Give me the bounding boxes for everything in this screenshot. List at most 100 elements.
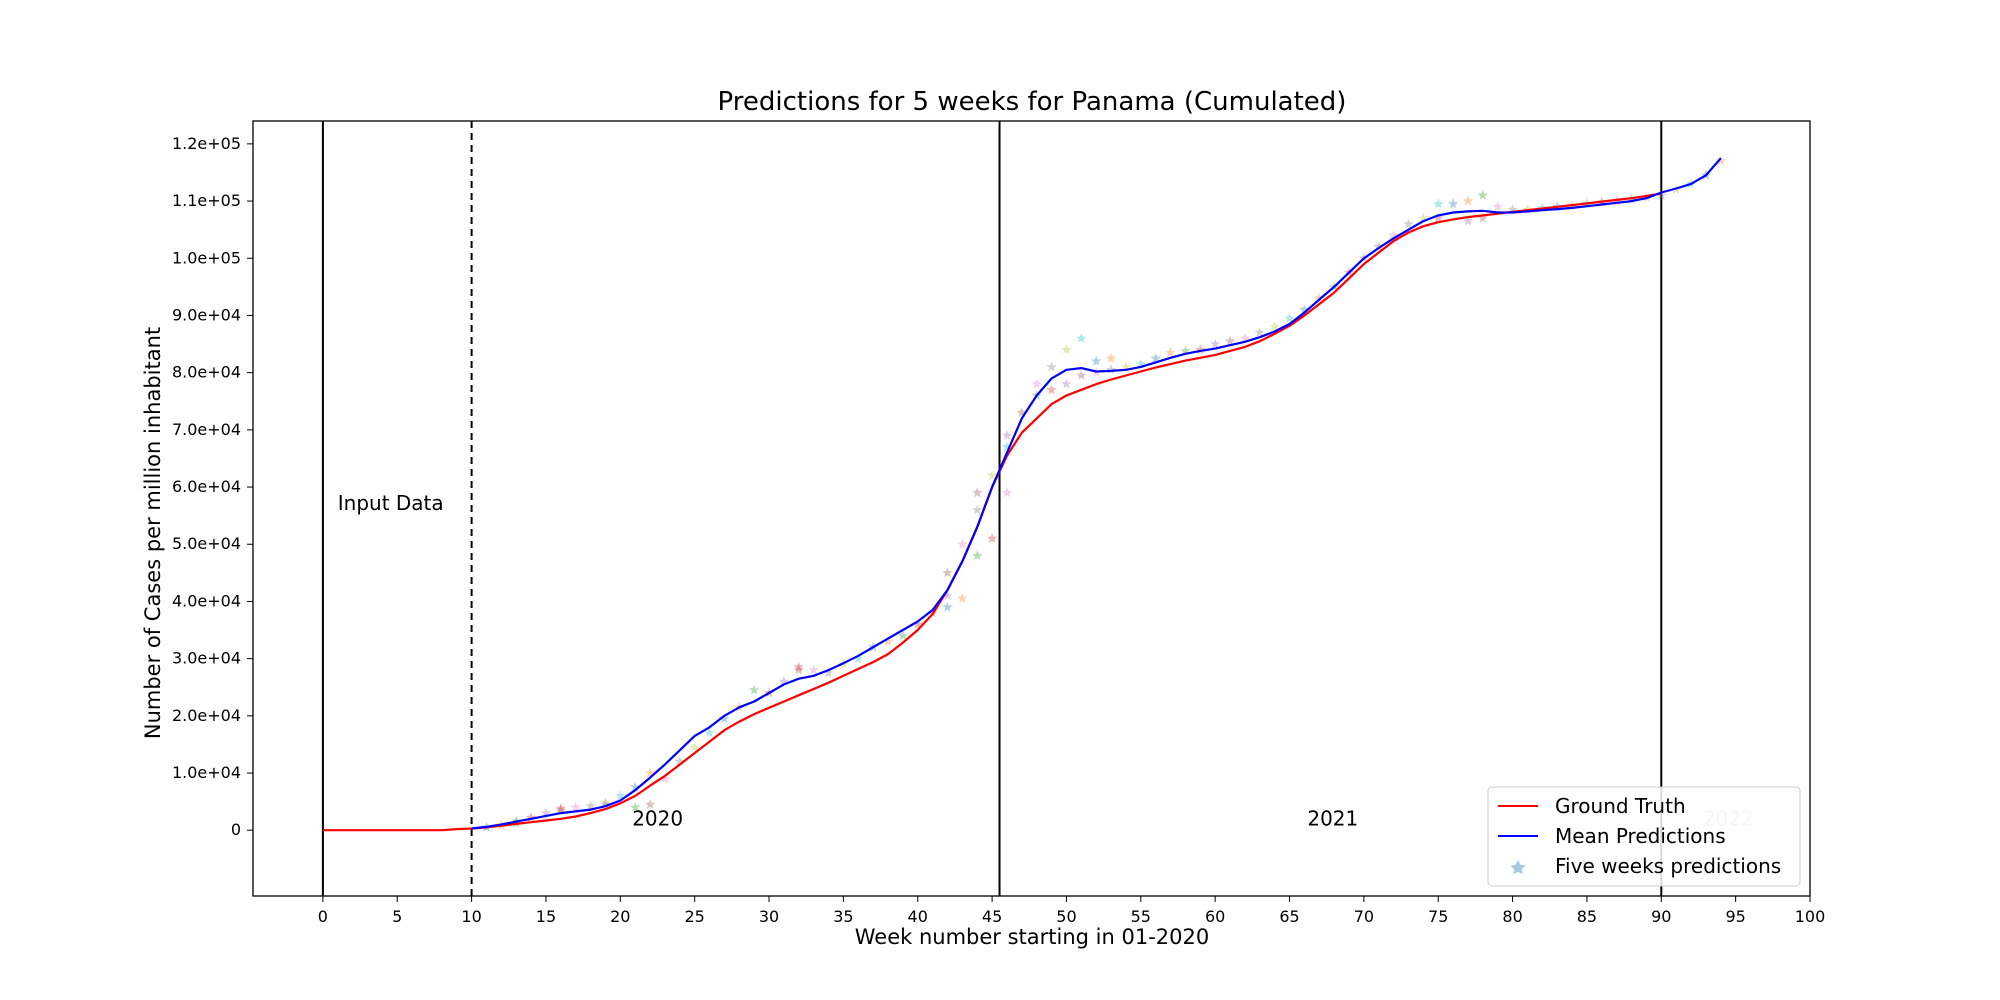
prediction-star (525, 812, 537, 823)
prediction-star (1314, 292, 1325, 303)
prediction-star (1254, 327, 1265, 338)
prediction-star (689, 741, 700, 752)
prediction-star (748, 684, 760, 695)
x-tick-label: 5 (392, 907, 402, 926)
prediction-star (644, 767, 656, 778)
prediction-star (972, 487, 983, 498)
chart-title: Predictions for 5 weeks for Panama (Cumu… (718, 87, 1347, 117)
y-tick-label: 1.0e+05 (172, 248, 241, 267)
prediction-star (1656, 189, 1667, 200)
prediction-star (630, 781, 641, 792)
y-axis-ticks: 0 1.0e+04 2.0e+04 3.0e+04 4.0e+04 5.0e+04 6.0e… (172, 134, 253, 839)
prediction-star (1105, 364, 1117, 375)
prediction-star (1299, 304, 1310, 315)
prediction-star (1462, 215, 1474, 226)
prediction-star (1507, 204, 1518, 215)
prediction-star (719, 713, 730, 724)
prediction-star (600, 797, 611, 808)
prediction-star (644, 799, 656, 809)
y-tick-label: 8.0e+04 (172, 363, 241, 382)
x-axis-ticks: 0 5 10 15 20 25 30 35 40 45 50 55 60 65 70 75 80 85 90 95 10… (318, 896, 1825, 926)
prediction-star (897, 630, 909, 641)
prediction-star (1105, 352, 1117, 363)
prediction-star (808, 664, 819, 675)
prediction-star (1492, 201, 1503, 212)
prediction-star (1046, 384, 1057, 395)
plot-area: Input Data202020212022 (321, 121, 1754, 896)
y-tick-label: 6.0e+04 (172, 477, 241, 496)
prediction-star (1001, 430, 1013, 440)
y-tick-label: 3.0e+04 (172, 649, 241, 668)
x-tick-label: 55 (1131, 907, 1151, 926)
x-tick-label: 20 (610, 907, 630, 926)
prediction-star (1061, 378, 1072, 389)
y-axis-title: Number of Cases per million inhabitant (141, 327, 165, 739)
prediction-star (793, 664, 804, 675)
series-line-ground-truth (322, 192, 1662, 832)
y-tick-label: 1.0e+04 (172, 763, 241, 782)
annotation-2021: 2021 (1307, 807, 1358, 831)
annotations: Input Data202020212022 (338, 491, 1754, 831)
prediction-star (1001, 441, 1013, 452)
y-tick-label: 1.1e+05 (172, 191, 241, 210)
prediction-star (853, 653, 864, 664)
prediction-star (674, 756, 685, 766)
legend-swatch-star-icon (1510, 860, 1526, 875)
x-tick-label: 65 (1279, 907, 1299, 926)
x-tick-label: 80 (1502, 907, 1522, 926)
series-line-mean-predictions (471, 157, 1722, 830)
prediction-star (882, 636, 894, 646)
y-tick-label: 1.2e+05 (172, 134, 241, 153)
prediction-star (1403, 218, 1414, 229)
prediction-star (1715, 155, 1726, 166)
prediction-star (1135, 358, 1146, 369)
prediction-star (704, 727, 715, 738)
y-tick-label: 7.0e+04 (172, 420, 241, 439)
prediction-star (585, 800, 596, 811)
prediction-star (1239, 332, 1251, 343)
annotation-input-data: Input Data (338, 491, 444, 515)
prediction-star (912, 618, 923, 629)
x-tick-label: 50 (1056, 907, 1076, 926)
y-tick-label: 2.0e+04 (172, 706, 241, 725)
prediction-star (1462, 195, 1474, 206)
prediction-star (986, 533, 998, 543)
prediction-star (1418, 212, 1429, 223)
prediction-star (1433, 212, 1444, 223)
prediction-star (1076, 332, 1087, 343)
prediction-star (1180, 345, 1191, 356)
legend-box (1487, 786, 1801, 887)
x-tick-label: 25 (684, 907, 704, 926)
prediction-star (570, 801, 581, 812)
prediction-star (540, 807, 552, 818)
prediction-star (555, 804, 567, 815)
prediction-star (942, 567, 953, 578)
prediction-star (957, 593, 968, 603)
x-tick-label: 30 (759, 907, 779, 926)
prediction-star (1076, 370, 1087, 380)
legend: Ground Truth Mean Predictions Five weeks… (1487, 786, 1801, 887)
legend-label-five-weeks-predictions: Five weeks predictions (1555, 854, 1781, 878)
legend-label-ground-truth: Ground Truth (1555, 794, 1686, 818)
x-tick-label: 85 (1577, 907, 1597, 926)
series-lines (322, 157, 1722, 832)
prediction-star (1031, 378, 1042, 389)
x-tick-label: 70 (1354, 907, 1374, 926)
reference-lines (321, 121, 1663, 896)
plot-frame (252, 120, 1811, 897)
x-tick-label: 100 (1795, 907, 1826, 926)
prediction-star (1477, 212, 1489, 223)
prediction-star (1433, 198, 1444, 209)
prediction-star (1046, 361, 1057, 372)
prediction-star (1195, 344, 1206, 355)
prediction-star (555, 803, 567, 813)
x-tick-label: 60 (1205, 907, 1225, 926)
prediction-star (1373, 241, 1384, 252)
y-tick-label: 4.0e+04 (172, 591, 241, 610)
prediction-star (1209, 338, 1221, 349)
prediction-star (1016, 407, 1028, 418)
prediction-star (986, 470, 998, 481)
prediction-star (1269, 321, 1280, 332)
x-tick-label: 35 (833, 907, 853, 926)
